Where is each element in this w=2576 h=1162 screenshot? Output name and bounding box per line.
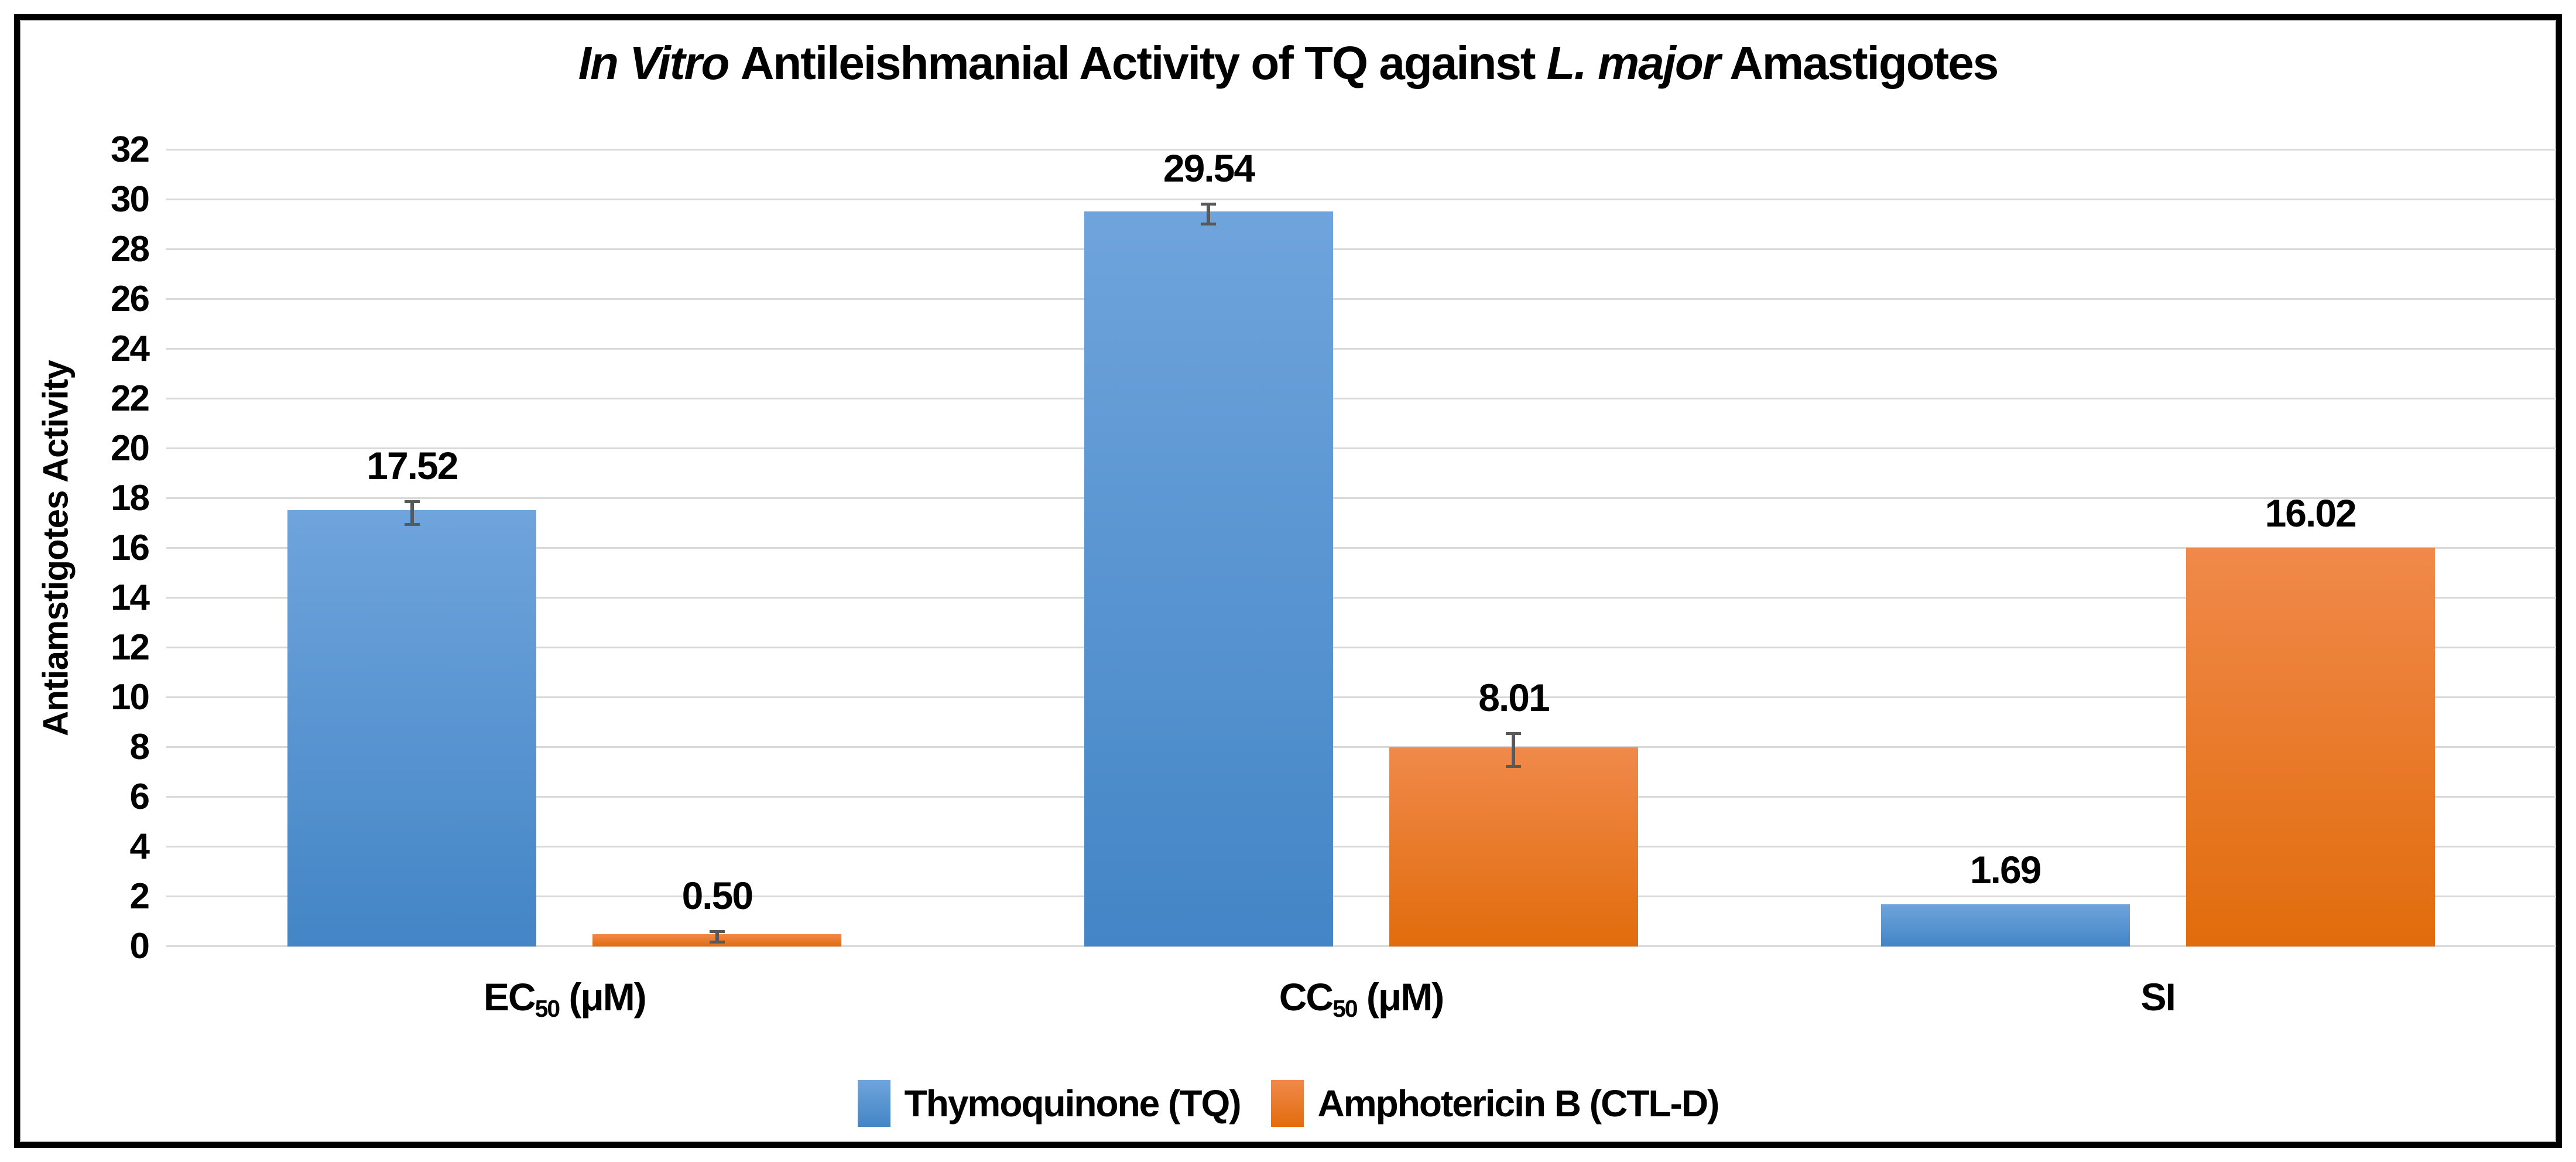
- y-axis-tick-label: 26: [111, 279, 150, 319]
- data-label: 29.54: [1163, 146, 1255, 190]
- x-axis-category-label: SI: [2140, 975, 2176, 1019]
- data-label: 16.02: [2265, 491, 2357, 535]
- gridline: [166, 696, 2556, 698]
- gridline: [166, 746, 2556, 748]
- y-axis-tick-label: 24: [111, 329, 150, 369]
- gridline: [166, 796, 2556, 798]
- bar-series-0-2: 1.69: [1880, 850, 2130, 946]
- y-axis-tick-label: 28: [111, 229, 150, 269]
- y-axis-tick-label: 18: [111, 478, 150, 518]
- legend-item-1: Amphotericin B (CTL-D): [1270, 1080, 1720, 1127]
- y-axis-tick-label: 8: [129, 727, 150, 767]
- data-label: 8.01: [1478, 676, 1550, 720]
- y-axis-tick-label: 22: [111, 378, 150, 419]
- category-label-subscript: 50: [1332, 995, 1358, 1023]
- y-axis-tick-label: 6: [129, 777, 150, 817]
- bar-pair: 29.54 8.01: [1084, 149, 1638, 946]
- bar-series-1-2: 16.02: [2186, 494, 2435, 946]
- gridline: [166, 846, 2556, 847]
- gridline: [166, 945, 2556, 947]
- data-label: 0.50: [681, 874, 753, 918]
- category-label-text: EC: [483, 975, 536, 1019]
- y-axis-tick-label: 20: [111, 428, 150, 469]
- y-axis-tick-label: 12: [111, 627, 150, 668]
- bar-series-1-1: 8.01: [1389, 678, 1638, 946]
- gridline: [166, 497, 2556, 499]
- bar-series-0-1: 29.54: [1084, 149, 1333, 946]
- error-bar: [709, 930, 725, 944]
- bar-series-0-0: 17.52: [287, 446, 537, 946]
- category-label-text: (μM): [559, 975, 646, 1019]
- y-axis-tick-label: 10: [111, 677, 150, 717]
- legend-label: Thymoquinone (TQ): [904, 1082, 1242, 1125]
- gridline: [166, 348, 2556, 350]
- bar-group-ec50-m: 17.52 0.50 EC50 (μM): [166, 150, 963, 1022]
- gridline: [166, 248, 2556, 250]
- category-label-subscript: 50: [535, 995, 560, 1023]
- legend: Thymoquinone (TQ) Amphotericin B (CTL-D): [20, 1080, 2556, 1127]
- gridline: [166, 398, 2556, 399]
- bar-pair: 1.69 16.02: [1880, 494, 2435, 946]
- gridline: [166, 597, 2556, 599]
- gridline: [166, 447, 2556, 449]
- category-label-text: (μM): [1356, 975, 1444, 1019]
- y-axis-tick-label: 30: [111, 179, 150, 220]
- gridline: [166, 547, 2556, 549]
- legend-swatch-icon: [1270, 1080, 1304, 1127]
- chart-frame: In Vitro Antileishmanial Activity of TQ …: [14, 14, 2562, 1148]
- title-segment: In Vitro: [578, 37, 741, 89]
- error-bar: [1506, 732, 1522, 768]
- y-axis-tick-label: 14: [111, 577, 150, 618]
- error-bar: [404, 500, 420, 527]
- data-label: 17.52: [366, 444, 458, 488]
- gridline: [166, 149, 2556, 151]
- gridline: [166, 647, 2556, 648]
- gridline: [166, 199, 2556, 200]
- x-axis-category-label: EC50 (μM): [483, 975, 647, 1023]
- category-label-text: SI: [2140, 975, 2176, 1019]
- y-axis-tick-label: 4: [129, 826, 150, 867]
- plot-area: 0 2 4 6 8 10 12 14 16 18 20 22 24 26 28 30 32 17.52 0.50 EC…: [111, 132, 2556, 1022]
- bar-group-si: 1.69 16.02 SI: [1759, 150, 2556, 1019]
- y-axis-tick-label: 16: [111, 528, 150, 568]
- category-label-text: CC: [1279, 975, 1334, 1019]
- title-segment: L. major: [1546, 37, 1721, 89]
- chart-title: In Vitro Antileishmanial Activity of TQ …: [20, 36, 2556, 90]
- legend-label: Amphotericin B (CTL-D): [1317, 1082, 1720, 1125]
- error-bar: [1201, 202, 1217, 226]
- title-segment: Antileishmanial Activity of TQ against: [740, 37, 1547, 89]
- title-segment: Amastigotes: [1719, 37, 1999, 89]
- legend-item-0: Thymoquinone (TQ): [857, 1080, 1242, 1127]
- y-axis-tick-label: 32: [111, 129, 150, 170]
- bar-series-1-0: 0.50: [592, 876, 842, 946]
- x-axis-category-label: CC50 (μM): [1279, 975, 1444, 1023]
- gridline: [166, 298, 2556, 300]
- data-label: 1.69: [1969, 848, 2041, 892]
- bar-pair: 17.52 0.50: [287, 446, 842, 946]
- legend-swatch-icon: [857, 1080, 890, 1127]
- bar-group-cc50-m: 29.54 8.01 CC50 (μM): [963, 149, 1760, 1022]
- y-axis-tick-label: 2: [129, 876, 150, 917]
- gridline: [166, 896, 2556, 897]
- y-axis-tick-label: 0: [129, 926, 150, 966]
